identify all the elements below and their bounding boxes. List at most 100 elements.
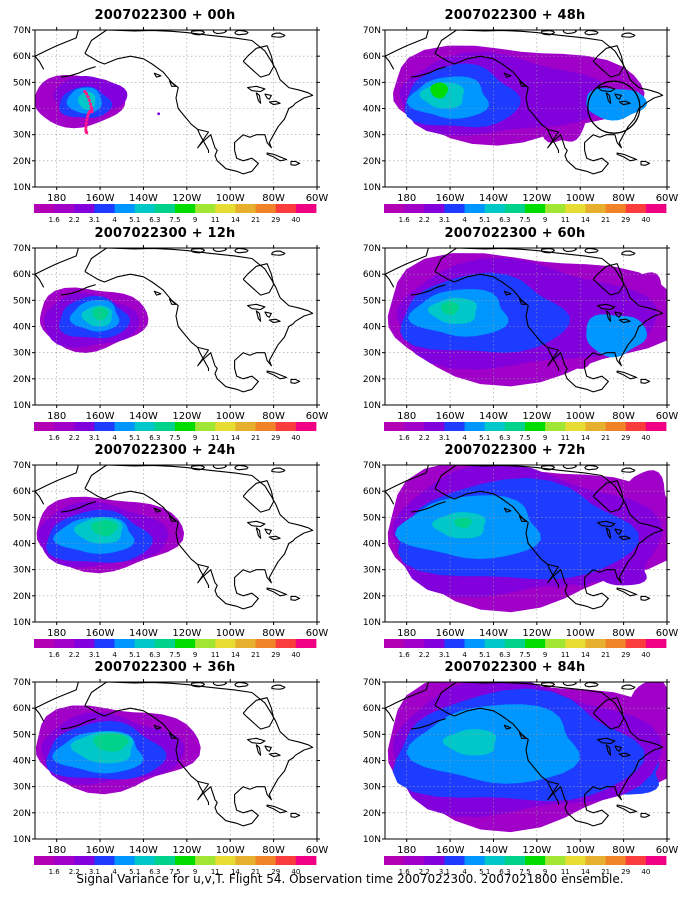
colorbar-label: 4 <box>112 434 117 442</box>
lon-label: 140W <box>129 845 158 856</box>
colorbar-label: 9 <box>193 434 197 442</box>
map-figure: 10N 20N 30N 40N 50N 60N 70N 180 160W 140W 120W 100W… <box>363 244 679 442</box>
colorbar-label: 14 <box>581 868 590 876</box>
lat-label: 40N <box>363 323 381 333</box>
lon-label: 100W <box>216 628 245 639</box>
contour-region <box>454 517 472 528</box>
contour-fill <box>387 682 667 833</box>
lon-label: 140W <box>129 628 158 639</box>
colorbar-label: 9 <box>193 651 197 659</box>
colorbar-label: 14 <box>581 216 590 224</box>
colorbar-label: 1.6 <box>399 868 411 876</box>
colorbar-swatch <box>464 856 486 865</box>
colorbar-swatch <box>545 422 566 431</box>
colorbar-swatch <box>275 422 297 431</box>
colorbar-swatch <box>154 422 176 431</box>
lat-label: 40N <box>13 757 31 767</box>
lat-label: 70N <box>363 678 381 688</box>
lon-label: 160W <box>436 845 465 856</box>
lat-label: 20N <box>363 375 381 385</box>
colorbar-label: 9 <box>193 868 197 876</box>
lon-label: 140W <box>479 411 508 422</box>
map-panel-12h: 10N 20N 30N 40N 50N 60N 70N 180 160W 140W 120W 100W… <box>0 226 330 448</box>
panel-title: 2007022300 + 12h <box>94 226 236 241</box>
colorbar-swatch <box>295 204 317 213</box>
colorbar-swatch <box>114 204 136 213</box>
colorbar-label: 1.6 <box>49 868 61 876</box>
lon-label: 60W <box>656 628 679 639</box>
colorbar-label: 4 <box>462 651 467 659</box>
contour-region <box>93 733 129 752</box>
colorbar-swatch <box>154 639 176 648</box>
lat-label: 50N <box>363 513 381 523</box>
colorbar-swatch <box>464 639 486 648</box>
lat-label: 20N <box>363 157 381 167</box>
lat-label: 30N <box>13 566 31 576</box>
lon-label: 120W <box>172 845 201 856</box>
colorbar: 1.6 2.2 3.1 4 5.1 6.3 7.5 9 11 14 21 29 40 <box>384 856 667 876</box>
colorbar-label: 2.2 <box>419 868 430 876</box>
lat-label: 50N <box>363 78 381 88</box>
panel-title: 2007022300 + 48h <box>444 8 586 23</box>
lat-label: 60N <box>363 52 381 62</box>
lon-label: 120W <box>172 411 201 422</box>
colorbar-label: 3.1 <box>439 216 450 224</box>
colorbar-label: 9 <box>193 216 197 224</box>
colorbar-label: 5.1 <box>129 868 140 876</box>
colorbar-swatch <box>625 204 647 213</box>
colorbar-label: 3.1 <box>89 434 100 442</box>
colorbar-swatch <box>235 639 256 648</box>
colorbar-swatch <box>645 422 667 431</box>
coastline <box>35 465 314 610</box>
colorbar-swatch <box>154 856 176 865</box>
lon-label: 160W <box>436 628 465 639</box>
colorbar-label: 40 <box>641 868 650 876</box>
colorbar-swatch <box>235 422 256 431</box>
colorbar-swatch <box>54 856 75 865</box>
colorbar-swatch <box>134 204 156 213</box>
lon-label: 160W <box>86 845 115 856</box>
colorbar-label: 11 <box>211 216 220 224</box>
colorbar-swatch <box>235 856 256 865</box>
lat-label: 20N <box>13 809 31 819</box>
map-figure: 10N 20N 30N 40N 50N 60N 70N 180 160W 140W 120W 100W… <box>13 26 329 224</box>
gridlines <box>35 248 317 405</box>
contour-region <box>430 82 449 99</box>
lon-label: 180 <box>47 845 66 856</box>
lat-label: 50N <box>13 296 31 306</box>
lon-label: 120W <box>522 411 551 422</box>
colorbar-swatch <box>295 639 317 648</box>
panel-title: 2007022300 + 84h <box>444 660 586 675</box>
contour-region <box>442 729 497 756</box>
colorbar-swatch <box>195 856 216 865</box>
panel-title: 2007022300 + 00h <box>94 8 236 23</box>
colorbar-swatch <box>215 639 236 648</box>
colorbar-swatch <box>565 204 586 213</box>
colorbar-label: 4 <box>112 216 117 224</box>
lat-label: 20N <box>13 157 31 167</box>
lon-label: 160W <box>86 193 115 204</box>
colorbar-label: 2.2 <box>69 651 80 659</box>
colorbar-swatch <box>384 856 405 865</box>
lon-label: 80W <box>262 193 285 204</box>
lon-label: 80W <box>262 411 285 422</box>
colorbar-label: 14 <box>581 651 590 659</box>
colorbar-swatch <box>34 639 55 648</box>
colorbar-swatch <box>54 204 75 213</box>
gridlines <box>35 682 317 839</box>
lon-label: 100W <box>566 845 595 856</box>
colorbar: 1.6 2.2 3.1 4 5.1 6.3 7.5 9 11 14 21 29 40 <box>384 204 667 224</box>
colorbar-swatch <box>114 639 136 648</box>
lon-label: 180 <box>47 411 66 422</box>
colorbar-swatch <box>645 856 667 865</box>
lon-label: 120W <box>522 845 551 856</box>
colorbar-label: 29 <box>621 651 630 659</box>
colorbar-label: 6.3 <box>149 434 160 442</box>
colorbar-swatch <box>545 639 566 648</box>
lat-label: 70N <box>363 244 381 254</box>
coastline <box>385 682 664 827</box>
colorbar-label: 40 <box>291 868 300 876</box>
lon-label: 180 <box>397 845 416 856</box>
colorbar-swatch <box>404 856 425 865</box>
lon-label: 160W <box>86 628 115 639</box>
